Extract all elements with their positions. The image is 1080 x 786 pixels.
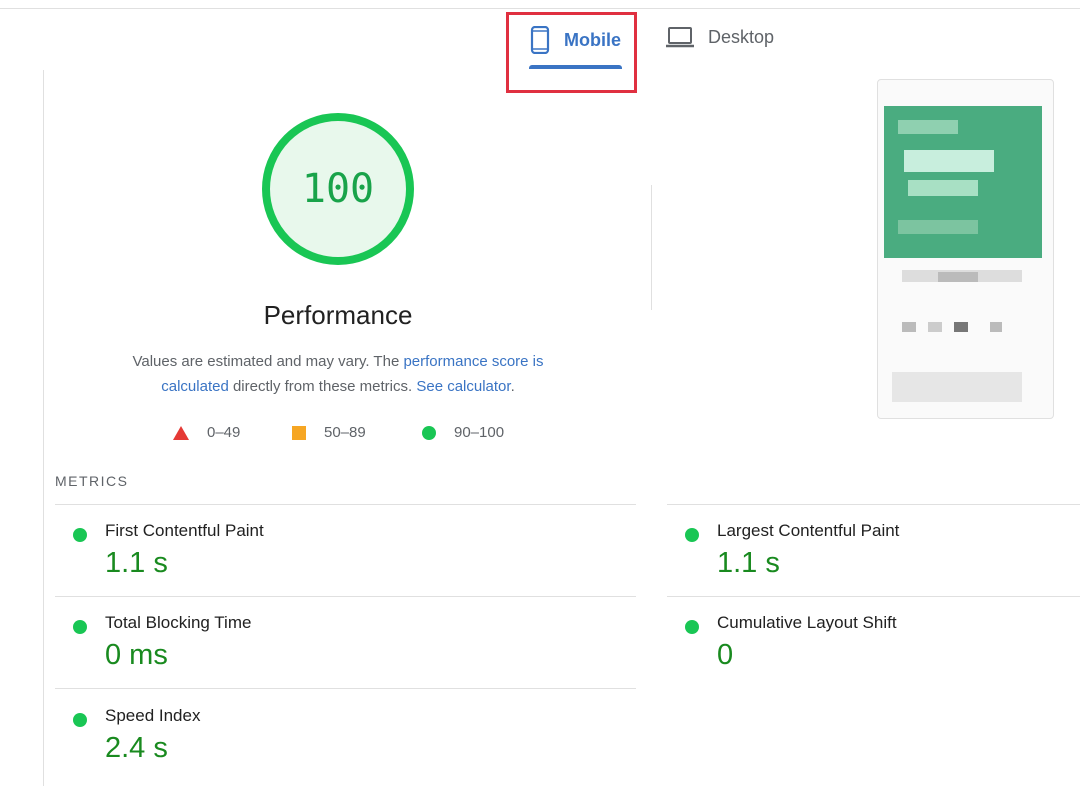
thumbnail-block [904,150,994,172]
square-icon [292,425,306,440]
top-divider [0,8,1080,9]
tab-mobile[interactable]: Mobile [530,26,621,54]
thumbnail-block [898,120,958,134]
tab-selected-indicator [529,65,622,69]
tab-mobile-label: Mobile [564,29,621,50]
metric-value: 1.1 s [717,547,780,579]
pass-circle-icon [73,528,87,542]
legend-label: 50–89 [324,424,366,441]
metric-value: 0 ms [105,639,168,671]
pass-circle-icon [685,528,699,542]
divider [667,504,1080,505]
metric-value: 2.4 s [105,732,168,764]
tab-desktop[interactable]: Desktop [666,26,774,48]
category-title: Performance [263,300,413,330]
legend-label: 0–49 [207,424,241,441]
center-divider [651,185,652,310]
highlight-box [506,12,637,93]
thumbnail-block [954,322,968,332]
laptop-icon [666,27,694,48]
legend-label: 90–100 [454,424,505,441]
performance-score-link[interactable]: performance score is calculated [161,353,544,395]
metric-label: Speed Index [105,706,201,725]
thumbnail-block [908,180,978,196]
pass-circle-icon [685,620,699,634]
legend-pass: 90–100 [422,424,504,441]
divider [55,504,636,505]
left-divider [43,70,44,786]
metric-value: 1.1 s [105,547,168,579]
thumbnail-block [902,322,916,332]
thumbnail-block [938,272,978,282]
legend-fail: 0–49 [173,424,240,441]
metric-label: Cumulative Layout Shift [717,613,897,632]
page-screenshot-thumbnail [877,79,1054,419]
desc-text-3: . [510,378,515,395]
tab-desktop-label: Desktop [708,26,775,47]
metric-label: Total Blocking Time [105,613,252,632]
mobile-icon [530,26,550,54]
metric-label: First Contentful Paint [105,521,264,540]
score-description: Values are estimated and may vary. The p… [100,349,576,399]
pass-circle-icon [73,713,87,727]
thumbnail-block [990,322,1002,332]
thumbnail-block [892,372,1022,402]
pass-circle-icon [73,620,87,634]
desc-text-2: directly from these metrics. [228,378,417,395]
metric-label: Largest Contentful Paint [717,521,900,540]
circle-icon [422,425,436,440]
score-value: 100 [301,166,375,212]
see-calculator-link[interactable]: See calculator [416,378,511,395]
metric-value: 0 [717,639,734,671]
triangle-icon [173,425,189,440]
divider [55,596,636,597]
divider [55,688,636,689]
thumbnail-block [898,220,978,234]
divider [667,596,1080,597]
legend-average: 50–89 [292,424,366,441]
metrics-heading: METRICS [55,473,129,489]
desc-text: Values are estimated and may vary. The [132,353,404,370]
thumbnail-block [928,322,942,332]
performance-score-gauge: 100 [262,113,414,265]
